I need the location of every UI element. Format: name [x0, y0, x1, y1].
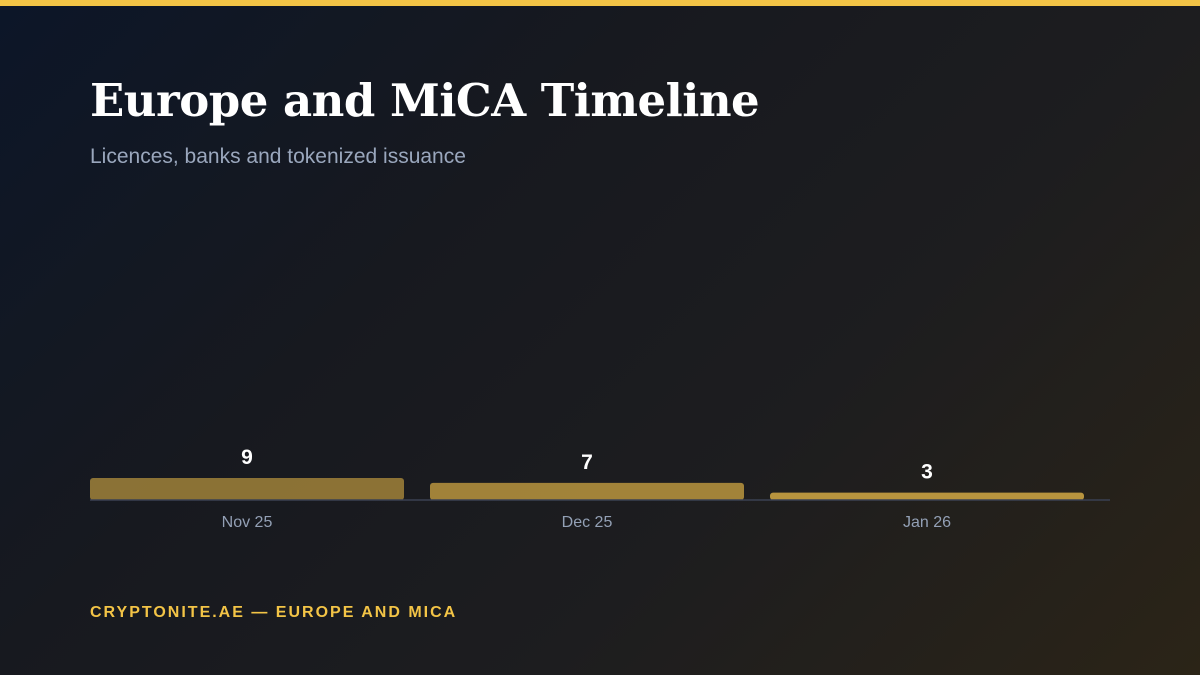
bar-nov-25	[90, 477, 404, 500]
bar-value-label: 9	[241, 446, 253, 469]
bar-value-label: 3	[921, 461, 933, 484]
chart-subtitle: Licences, banks and tokenized issuance	[90, 145, 466, 168]
chart-title: Europe and MiCA Timeline	[90, 74, 760, 127]
bar-value-label: 7	[581, 451, 593, 474]
bars-group	[90, 477, 1084, 500]
bar-jan-26	[770, 492, 1084, 500]
x-tick-label: Nov 25	[222, 514, 273, 531]
x-tick-label: Jan 26	[903, 514, 951, 531]
top-accent-bar	[0, 0, 1200, 6]
x-tick-label: Dec 25	[562, 514, 613, 531]
labels-group: 9 Nov 25 7 Dec 25 3 Jan 26	[222, 446, 951, 531]
footer-source: CRYPTONITE.AE — EUROPE AND MICA	[90, 604, 458, 621]
bar-dec-25	[430, 482, 744, 500]
